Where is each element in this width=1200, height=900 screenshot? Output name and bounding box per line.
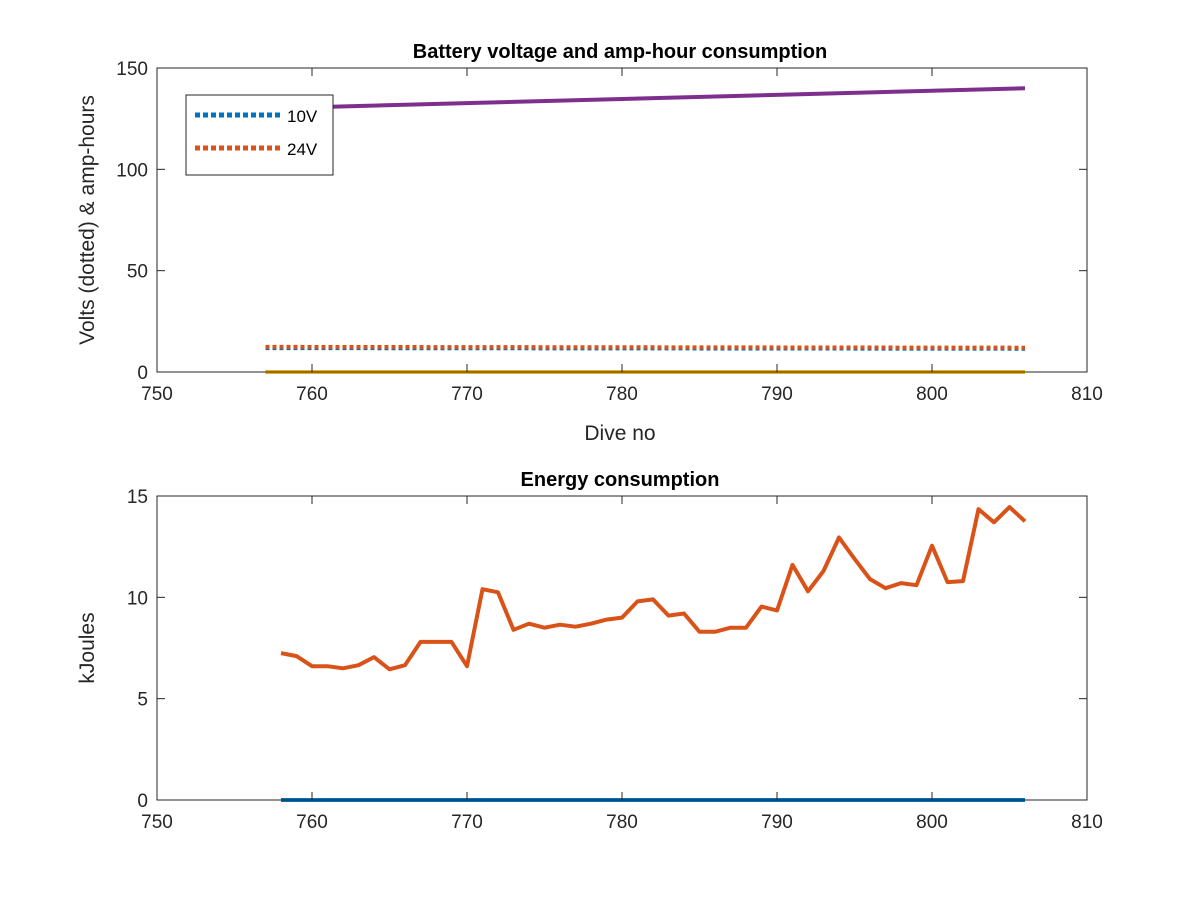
series-line-0 xyxy=(280,505,1027,672)
top-axes: 750 760 770 780 790 800 810 0 50 100 150 Battery vo… xyxy=(76,41,1103,445)
y-tick-label: 50 xyxy=(127,262,148,283)
x-tick-label: 780 xyxy=(606,384,638,405)
y-tick-label: 100 xyxy=(116,160,148,181)
y-axis-label: Volts (dotted) & amp-hours xyxy=(76,95,99,345)
x-tick-label: 790 xyxy=(761,812,793,833)
y-tick-label: 15 xyxy=(127,487,148,508)
legend-box xyxy=(185,94,334,176)
y-axis-label: kJoules xyxy=(76,612,99,683)
x-tick-label: 760 xyxy=(296,384,328,405)
legend-label-10V: 10V xyxy=(287,107,318,126)
y-tick-label: 0 xyxy=(137,791,148,812)
y-tick-label: 10 xyxy=(127,588,148,609)
legend-label-24V: 24V xyxy=(287,140,318,159)
chart-title: Energy consumption xyxy=(521,469,720,491)
x-tick-label: 790 xyxy=(761,384,793,405)
x-tick-label: 800 xyxy=(916,384,948,405)
x-tick-label: 750 xyxy=(141,812,173,833)
x-tick-label: 770 xyxy=(451,812,483,833)
x-tick-label: 760 xyxy=(296,812,328,833)
y-tick-label: 150 xyxy=(116,59,148,80)
series-line-3 xyxy=(265,86,1026,111)
x-tick-label: 770 xyxy=(451,384,483,405)
y-tick-label: 0 xyxy=(137,363,148,384)
axes-frame xyxy=(156,495,1088,801)
series-24V xyxy=(265,344,1026,350)
x-tick-label: 810 xyxy=(1071,812,1103,833)
x-tick-label: 800 xyxy=(916,812,948,833)
x-tick-label: 810 xyxy=(1071,384,1103,405)
legend: 10V 24V xyxy=(185,94,334,176)
bottom-axes: 750 760 770 780 790 800 810 0 5 10 15 Energy consum… xyxy=(76,469,1103,833)
x-tick-label: 750 xyxy=(141,384,173,405)
x-axis-label: Dive no xyxy=(584,422,655,445)
chart-title: Battery voltage and amp-hour consumption xyxy=(413,41,827,63)
x-tick-label: 780 xyxy=(606,812,638,833)
y-tick-label: 5 xyxy=(137,690,148,711)
